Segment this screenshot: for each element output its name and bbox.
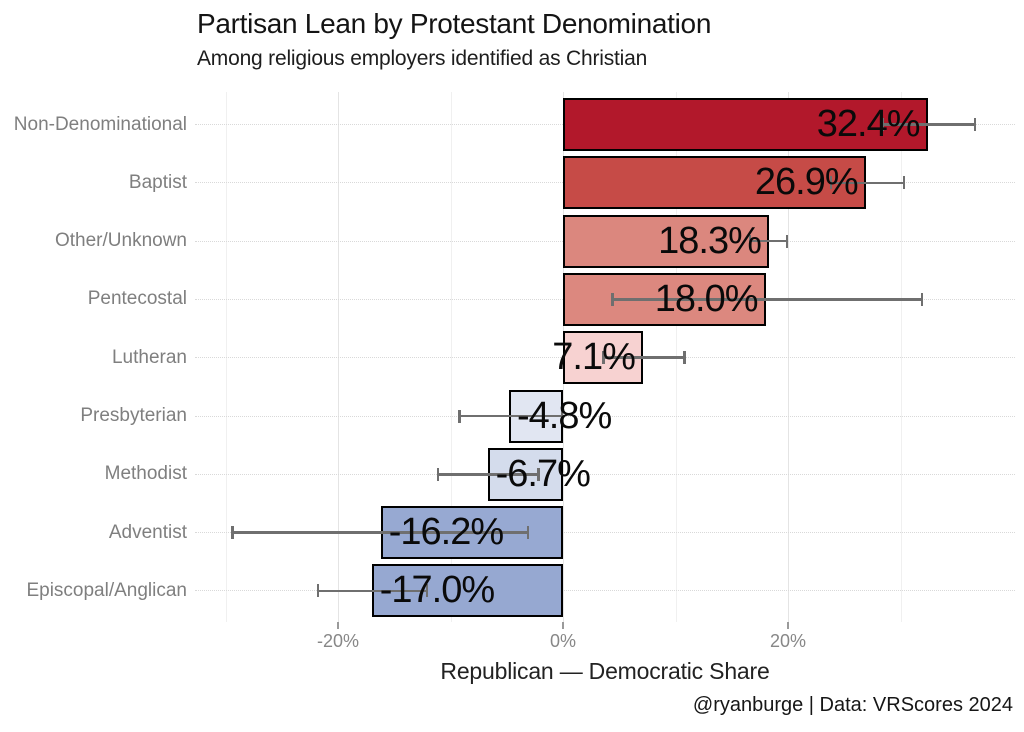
category-label: Episcopal/Anglican <box>26 579 187 601</box>
error-bar-cap <box>881 118 884 131</box>
bar-value-label: -16.2% <box>388 511 504 554</box>
row-gridline <box>195 415 1015 417</box>
attribution-caption: @ryanburge | Data: VRScores 2024 <box>692 694 1013 716</box>
row-gridline <box>195 532 1015 534</box>
error-bar-line <box>749 239 787 243</box>
error-bar-cap <box>902 176 906 190</box>
error-bar-cap <box>560 409 564 423</box>
x-axis-title: Republican — Democratic Share <box>440 658 770 684</box>
row-gridline <box>195 473 1015 475</box>
axis-tick <box>787 622 789 629</box>
category-label: Other/Unknown <box>54 230 187 252</box>
minor-gridline <box>450 92 452 622</box>
error-bar-cap <box>611 292 614 306</box>
minor-gridline <box>225 92 227 622</box>
error-bar-cap <box>425 584 429 598</box>
error-bar-cap <box>748 234 751 248</box>
error-bar-cap <box>458 409 461 423</box>
axis-tick-label: -20% <box>316 631 360 651</box>
bar-other-unknown <box>563 214 769 268</box>
bar-value-label: -6.7% <box>495 452 591 495</box>
error-bar-cap <box>683 351 686 365</box>
error-bar-cap <box>920 292 924 306</box>
category-label: Adventist <box>108 521 187 543</box>
category-label: Lutheran <box>111 346 187 368</box>
minor-gridline <box>900 92 902 622</box>
axis-tick <box>337 622 339 629</box>
error-bar-cap <box>785 234 789 248</box>
error-bar-cap <box>973 118 976 131</box>
axis-tick-label: 20% <box>769 631 807 651</box>
error-bar-line <box>603 356 685 359</box>
major-gridline <box>788 92 789 622</box>
bar-value-label: 7.1% <box>552 336 636 379</box>
bar-non-denominational <box>563 98 928 151</box>
major-gridline <box>338 92 339 622</box>
error-bar-line <box>882 123 975 126</box>
error-bar-line <box>438 473 539 476</box>
error-bar-line <box>830 181 904 185</box>
error-bar-cap <box>436 467 440 481</box>
bar-value-label: 18.0% <box>654 277 759 320</box>
row-gridline <box>195 590 1015 592</box>
bar-value-label: 32.4% <box>816 103 921 145</box>
bar-baptist <box>563 156 866 210</box>
category-label: Presbyterian <box>80 405 187 426</box>
bar-value-label: -4.8% <box>517 394 612 437</box>
plot-panel: 32.4% 26.9% 18.3% 18.0% 7.1% -4.8% -6.7% -16.2%… <box>195 92 1015 622</box>
error-bar-cap <box>537 467 540 481</box>
chart-title: Partisan Lean by Protestant Denomination <box>197 8 712 39</box>
category-label: Baptist <box>128 171 187 193</box>
bar-value-label: 18.3% <box>658 219 762 262</box>
chart-subtitle: Among religious employers identified as … <box>197 47 648 70</box>
axis-tick <box>562 622 564 629</box>
error-bar-line <box>459 414 562 418</box>
error-bar-cap <box>602 351 605 365</box>
error-bar-cap <box>829 176 832 190</box>
category-label: Non-Denominational <box>13 113 187 135</box>
bar-value-label: 26.9% <box>754 161 859 204</box>
category-label: Pentecostal <box>87 288 187 310</box>
bar-value-label: -17.0% <box>379 569 495 612</box>
error-bar-cap <box>526 526 530 540</box>
error-bar-cap <box>231 526 234 540</box>
error-bar-line <box>317 589 427 593</box>
error-bar-cap <box>316 584 319 598</box>
category-label: Methodist <box>104 463 187 485</box>
axis-tick-label: 0% <box>549 631 576 651</box>
error-bar-line <box>612 298 922 301</box>
error-bar-line <box>232 531 529 534</box>
